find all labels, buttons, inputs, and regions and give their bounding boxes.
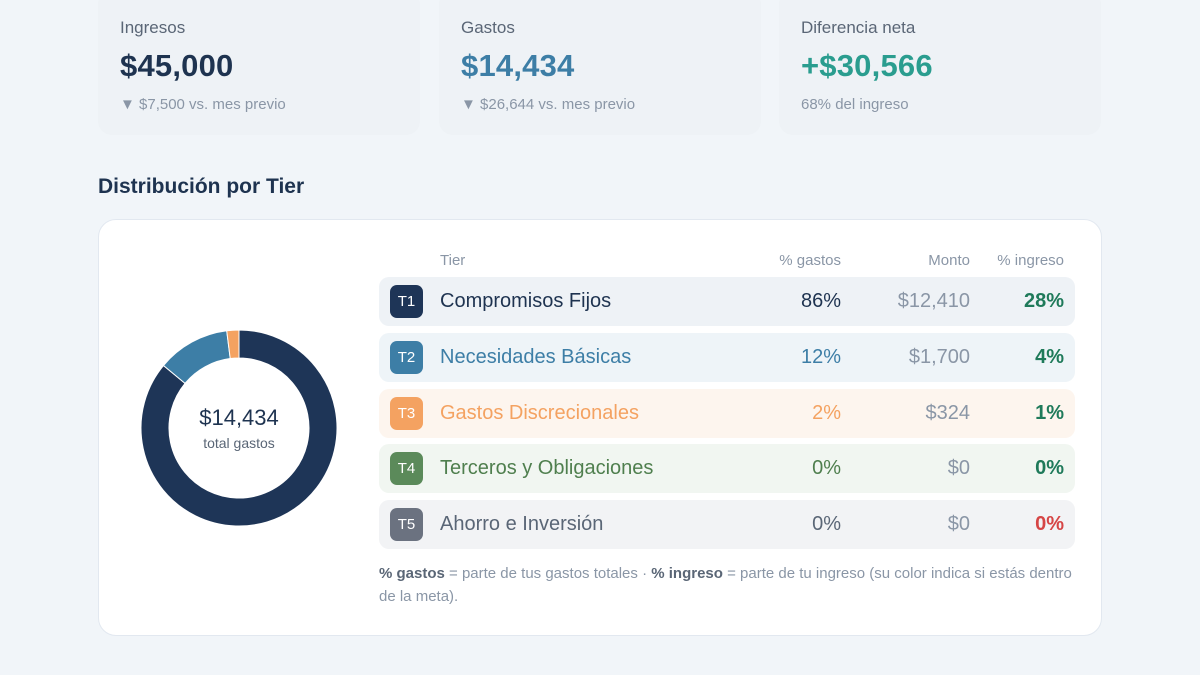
net-difference-label: Diferencia neta <box>801 18 916 37</box>
expenses-label: Gastos <box>461 18 515 37</box>
tier-pct-ingreso: 0% <box>1035 457 1064 479</box>
tier-name: Terceros y Obligaciones <box>440 457 654 479</box>
donut-total: $14,434 <box>199 405 279 430</box>
tier-pct-gastos: 2% <box>812 402 841 424</box>
net-difference-card: Diferencia neta +$30,566 68% del ingreso <box>779 0 1101 135</box>
income-label: Ingresos <box>120 18 186 37</box>
tier-badge: T1 <box>390 285 423 318</box>
header-pct-ingreso: % ingreso <box>997 252 1064 269</box>
summary-cards: Ingresos $45,000 ▼ $7,500 vs. mes previo… <box>98 0 1102 135</box>
expenses-change: ▼ $26,644 vs. mes previo <box>461 96 636 113</box>
tier-pct-ingreso: 1% <box>1035 402 1064 424</box>
donut-chart <box>140 329 338 527</box>
tier-distribution-panel: $14,434 total gastos Tier % gastos Monto… <box>98 219 1102 636</box>
tier-pct-gastos: 86% <box>800 290 841 312</box>
tier-pct-gastos: 12% <box>800 346 841 368</box>
tier-monto: $324 <box>925 402 971 424</box>
tier-pct-ingreso: 0% <box>1035 513 1064 535</box>
expenses-value: $14,434 <box>461 48 575 83</box>
donut-segment-t3 <box>226 329 240 360</box>
footnote-text-ingreso: = parte de tu ingreso (su color indica s… <box>379 565 1072 605</box>
donut-segment-t1 <box>140 329 338 527</box>
footnote-text-gastos: = parte de tus gastos totales · <box>444 565 652 582</box>
header-pct-gastos: % gastos <box>779 252 841 269</box>
table-row[interactable]: T1 Compromisos Fijos 86% $12,410 28% <box>379 277 1075 326</box>
net-difference-value: +$30,566 <box>801 48 933 83</box>
donut-center: $14,434 total gastos <box>139 328 339 528</box>
table-row[interactable]: T2 Necesidades Básicas 12% $1,700 4% <box>379 333 1075 382</box>
income-card: Ingresos $45,000 ▼ $7,500 vs. mes previo <box>98 0 420 135</box>
section-title: Distribución por Tier <box>98 175 305 198</box>
table-row[interactable]: T5 Ahorro e Inversión 0% $0 0% <box>379 500 1075 549</box>
tier-monto: $1,700 <box>908 346 970 368</box>
tier-monto: $0 <box>947 513 970 535</box>
donut-label: total gastos <box>203 435 275 451</box>
header-tier: Tier <box>440 252 466 269</box>
tier-monto: $12,410 <box>897 290 970 312</box>
tier-badge: T5 <box>390 508 423 541</box>
footnote: % gastos = parte de tus gastos totales ·… <box>379 562 1075 608</box>
tier-badge: T4 <box>390 452 423 485</box>
table-row[interactable]: T4 Terceros y Obligaciones 0% $0 0% <box>379 444 1075 493</box>
tier-pct-gastos: 0% <box>812 513 841 535</box>
tier-name: Necesidades Básicas <box>440 346 632 368</box>
tier-pct-gastos: 0% <box>812 457 841 479</box>
tier-pct-ingreso: 28% <box>1023 290 1064 312</box>
net-difference-sub: 68% del ingreso <box>801 96 909 113</box>
expenses-card: Gastos $14,434 ▼ $26,644 vs. mes previo <box>439 0 761 135</box>
table-row[interactable]: T3 Gastos Discrecionales 2% $324 1% <box>379 389 1075 438</box>
footnote-term-gastos: % gastos <box>379 565 445 582</box>
table-header: Tier % gastos Monto % ingreso <box>379 252 1075 272</box>
header-monto: Monto <box>928 252 970 269</box>
tier-badge: T2 <box>390 341 423 374</box>
tier-monto: $0 <box>947 457 970 479</box>
tier-name: Gastos Discrecionales <box>440 402 639 424</box>
income-change: ▼ $7,500 vs. mes previo <box>120 96 286 113</box>
tier-name: Ahorro e Inversión <box>440 513 604 535</box>
footnote-term-ingreso: % ingreso <box>651 565 723 582</box>
tier-badge: T3 <box>390 397 423 430</box>
income-value: $45,000 <box>120 48 234 83</box>
tier-name: Compromisos Fijos <box>440 290 612 312</box>
tier-pct-ingreso: 4% <box>1035 346 1064 368</box>
